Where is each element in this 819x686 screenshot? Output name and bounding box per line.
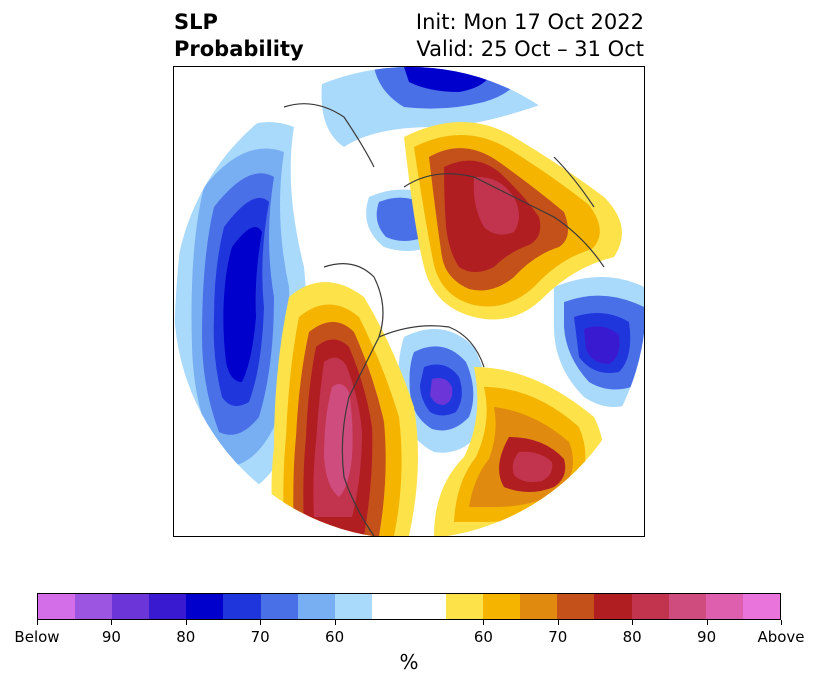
colorbar-segment bbox=[75, 594, 113, 619]
colorbar-segment bbox=[742, 594, 780, 619]
colorbar-segment bbox=[483, 594, 521, 619]
title-init: Init: Mon 17 Oct 2022 bbox=[415, 10, 644, 34]
colorbar-tick bbox=[37, 620, 38, 625]
title-valid: Valid: 25 Oct – 31 Oct bbox=[416, 37, 644, 61]
colorbar-segment bbox=[334, 594, 372, 619]
colorbar-tick bbox=[111, 620, 113, 625]
colorbar-tick bbox=[185, 620, 187, 625]
colorbar-tick-label: 90 bbox=[697, 628, 717, 646]
title-right: Init: Mon 17 Oct 2022 Valid: 25 Oct – 31… bbox=[416, 9, 644, 63]
colorbar-tick-label: 60 bbox=[473, 628, 493, 646]
colorbar-segment bbox=[408, 594, 447, 619]
map-panel bbox=[173, 66, 645, 537]
colorbar-tick-label: 70 bbox=[548, 628, 568, 646]
colorbar bbox=[37, 593, 781, 620]
colorbar-segment bbox=[223, 594, 261, 619]
colorbar-tick bbox=[781, 620, 782, 625]
colorbar-segment bbox=[446, 594, 484, 619]
colorbar-segment bbox=[149, 594, 187, 619]
colorbar-tick-label: 60 bbox=[325, 628, 345, 646]
colorbar-tick-label: 80 bbox=[622, 628, 642, 646]
colorbar-tick-label: Above bbox=[757, 628, 805, 646]
coastlines bbox=[283, 103, 605, 536]
colorbar-tick-label: 70 bbox=[250, 628, 270, 646]
colorbar-segment bbox=[260, 594, 298, 619]
colorbar-segment bbox=[705, 594, 743, 619]
colorbar-tick bbox=[632, 620, 634, 625]
colorbar-segment bbox=[297, 594, 335, 619]
colorbar-tick bbox=[706, 620, 708, 625]
colorbar-tick bbox=[334, 620, 336, 625]
colorbar-tick-label: Below bbox=[14, 628, 60, 646]
colorbar-tick bbox=[260, 620, 262, 625]
colorbar-segment bbox=[186, 594, 224, 619]
colorbar-tick-label: 80 bbox=[176, 628, 196, 646]
title-variable: SLP bbox=[174, 10, 218, 34]
title-left: SLP Probability bbox=[174, 9, 304, 63]
colorbar-segment bbox=[557, 594, 595, 619]
colorbar-tick bbox=[557, 620, 559, 625]
title-product: Probability bbox=[174, 37, 304, 61]
colorbar-segment bbox=[38, 594, 76, 619]
colorbar-segment bbox=[668, 594, 706, 619]
colorbar-segment bbox=[371, 594, 409, 619]
probability-map bbox=[174, 67, 644, 536]
colorbar-segment bbox=[594, 594, 632, 619]
colorbar-segment bbox=[112, 594, 150, 619]
colorbar-tick bbox=[483, 620, 485, 625]
colorbar-segment bbox=[520, 594, 558, 619]
colorbar-tick-label: 90 bbox=[101, 628, 121, 646]
colorbar-segment bbox=[631, 594, 669, 619]
colorbar-unit: % bbox=[399, 650, 419, 674]
